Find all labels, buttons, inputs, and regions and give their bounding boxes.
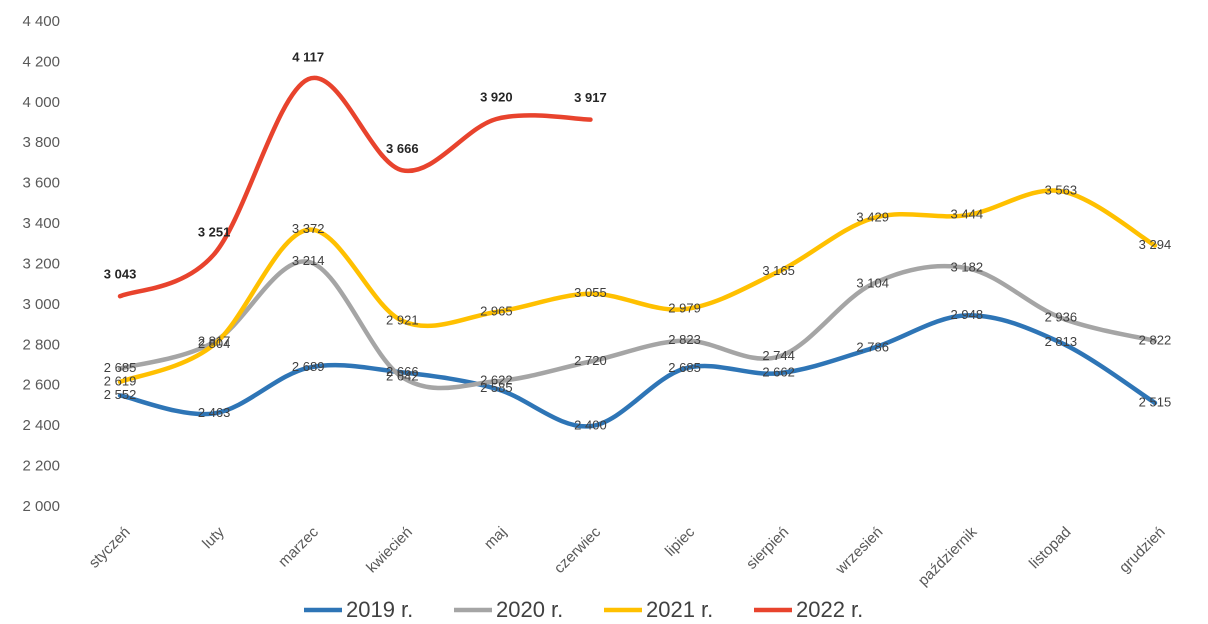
y-tick-label: 2 600 [22,377,60,394]
legend-label: 2021 r. [646,597,713,622]
data-label: 3 055 [574,285,607,300]
x-tick-label: czerwiec [551,523,605,577]
y-tick-label: 3 800 [22,134,60,151]
data-label: 2 463 [198,405,231,420]
data-label: 2 720 [574,353,607,368]
y-tick-label: 2 000 [22,498,60,515]
data-label: 2 622 [480,373,513,388]
y-tick-label: 4 000 [22,94,60,111]
series-line [117,188,1158,385]
data-label: 3 251 [198,225,231,240]
data-label: 2 965 [480,303,513,318]
data-label: 3 917 [574,90,607,105]
data-label: 2 786 [856,340,889,355]
data-label: 2 685 [668,360,701,375]
y-tick-label: 3 200 [22,255,60,272]
x-tick-label: grudzień [1116,524,1169,577]
y-tick-label: 2 200 [22,458,60,475]
data-label: 2 515 [1139,394,1172,409]
data-label: 4 117 [292,50,324,65]
x-tick-label: sierpień [743,524,792,573]
x-tick-label: styczeń [86,524,134,572]
data-label: 2 921 [386,312,419,327]
y-tick-label: 3 400 [22,215,60,232]
x-tick-label: lipiec [662,523,699,560]
x-tick-label: wrzesień [832,524,887,579]
data-label: 2 619 [104,373,137,388]
y-tick-label: 2 800 [22,336,60,353]
data-label: 2 642 [386,369,419,384]
data-label: 3 563 [1045,183,1078,198]
x-tick-label: luty [199,523,228,552]
y-tick-label: 4 400 [22,13,60,30]
series-line [117,313,1158,429]
data-label: 3 043 [104,267,137,282]
data-label: 3 214 [292,253,325,268]
data-label: 2 823 [668,332,701,347]
data-label: 3 429 [856,210,889,225]
data-label: 2 685 [104,360,137,375]
legend-label: 2022 r. [796,597,863,622]
series-line [117,259,1158,391]
data-label: 2 822 [1139,332,1172,347]
x-tick-label: listopad [1026,524,1075,573]
data-label: 3 165 [762,263,795,278]
y-tick-label: 3 000 [22,296,60,313]
data-label: 3 182 [951,260,984,275]
data-label: 2 552 [104,387,137,402]
legend-label: 2019 r. [346,597,413,622]
data-label: 2 948 [951,307,984,322]
data-label: 3 104 [856,275,889,290]
data-label: 2 936 [1045,309,1078,324]
data-label: 2 813 [1045,334,1078,349]
data-label: 2 666 [386,364,419,379]
y-tick-label: 4 200 [22,53,60,70]
y-tick-label: 2 400 [22,417,60,434]
x-tick-label: październik [915,523,981,589]
data-label: 3 444 [951,207,984,222]
data-label: 2 804 [198,336,231,351]
data-label: 3 920 [480,89,513,104]
data-label: 2 689 [292,359,325,374]
data-label: 2 662 [762,365,795,380]
x-tick-label: kwiecień [363,524,416,577]
legend-label: 2020 r. [496,597,563,622]
data-label: 3 666 [386,141,419,156]
data-label: 2 400 [574,418,607,433]
series-line [117,75,593,299]
x-tick-label: maj [481,524,510,553]
data-label: 2 979 [668,301,701,316]
x-tick-label: marzec [275,523,322,570]
data-label: 3 294 [1139,237,1172,252]
data-label: 3 372 [292,221,325,236]
data-label: 2 585 [480,380,513,395]
data-label: 2 744 [762,348,795,363]
data-label: 2 817 [198,333,231,348]
y-tick-label: 3 600 [22,175,60,192]
